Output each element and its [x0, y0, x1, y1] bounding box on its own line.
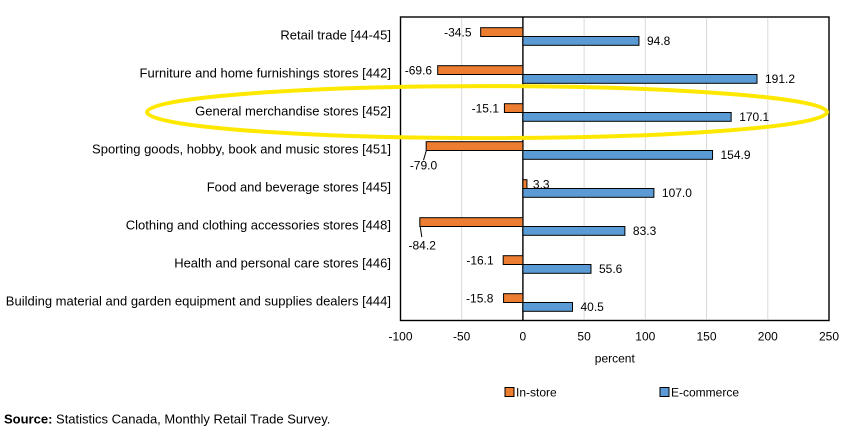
svg-text:55.6: 55.6 — [599, 262, 623, 276]
svg-text:150: 150 — [696, 329, 716, 343]
svg-text:200: 200 — [758, 329, 778, 343]
svg-text:-84.2: -84.2 — [409, 238, 437, 252]
svg-text:0: 0 — [520, 329, 527, 343]
svg-text:191.2: 191.2 — [765, 72, 795, 86]
svg-text:50: 50 — [577, 329, 591, 343]
svg-text:percent: percent — [595, 351, 636, 365]
svg-text:Clothing and clothing accessor: Clothing and clothing accessories stores… — [126, 218, 391, 233]
svg-text:-15.1: -15.1 — [472, 101, 500, 115]
svg-text:100: 100 — [635, 329, 655, 343]
svg-text:-15.8: -15.8 — [466, 291, 494, 305]
svg-text:-69.6: -69.6 — [405, 63, 433, 77]
svg-text:Sporting goods, hobby, book an: Sporting goods, hobby, book and music st… — [92, 142, 391, 157]
svg-text:83.3: 83.3 — [633, 224, 657, 238]
svg-text:154.9: 154.9 — [721, 148, 751, 162]
svg-text:Furniture and home furnishings: Furniture and home furnishings stores [4… — [140, 66, 391, 81]
svg-text:250: 250 — [819, 329, 839, 343]
svg-text:-34.5: -34.5 — [444, 25, 472, 39]
svg-text:-79.0: -79.0 — [410, 158, 438, 172]
svg-text:In-store: In-store — [516, 385, 557, 399]
svg-text:94.8: 94.8 — [647, 34, 671, 48]
svg-text:E-commerce: E-commerce — [671, 385, 739, 399]
svg-text:107.0: 107.0 — [662, 186, 692, 200]
svg-text:40.5: 40.5 — [581, 300, 605, 314]
svg-text:170.1: 170.1 — [739, 110, 769, 124]
svg-text:General merchandise stores [45: General merchandise stores [452] — [195, 104, 391, 119]
svg-text:Building material and garden e: Building material and garden equipment a… — [6, 294, 391, 309]
svg-text:-16.1: -16.1 — [466, 253, 494, 267]
svg-text:-100: -100 — [388, 329, 412, 343]
svg-text:Food and beverage stores [445]: Food and beverage stores [445] — [207, 180, 391, 195]
svg-text:-50: -50 — [453, 329, 471, 343]
svg-text:3.3: 3.3 — [533, 177, 550, 191]
svg-text:Retail trade [44-45]: Retail trade [44-45] — [280, 28, 391, 43]
svg-text:Source: Statistics Canada, Mon: Source: Statistics Canada, Monthly Retai… — [4, 411, 330, 426]
svg-text:Health and personal care store: Health and personal care stores [446] — [174, 256, 391, 271]
